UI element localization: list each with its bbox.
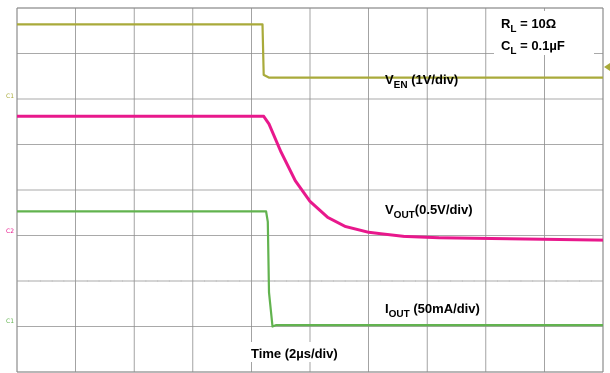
graticule-dot	[16, 280, 18, 282]
graticule-dot	[192, 280, 194, 282]
graticule-dot	[578, 280, 581, 282]
graticule-dot	[250, 280, 252, 282]
graticule-dot	[379, 280, 381, 282]
graticule-dot	[567, 280, 569, 282]
graticule-dot	[438, 280, 440, 282]
graticule-dot	[309, 280, 311, 282]
graticule-dot	[133, 280, 135, 282]
graticule-dot	[485, 280, 487, 282]
trace-vout	[17, 114, 604, 242]
grid	[16, 7, 604, 373]
graticule-dot	[391, 280, 393, 282]
graticule-dot	[28, 280, 30, 282]
graticule-dot	[51, 280, 53, 282]
graticule-dot	[168, 280, 170, 282]
graticule-dot	[86, 280, 88, 282]
graticule-dot	[239, 280, 241, 282]
graticule-dot	[403, 280, 405, 282]
graticule-dot	[602, 280, 604, 282]
graticule-dot	[368, 280, 370, 282]
graticule-dot	[414, 280, 417, 282]
graticule-dot	[332, 280, 335, 282]
graticule-dot	[285, 280, 288, 282]
channel-marker-ven: C1	[6, 93, 14, 100]
graticule-dot	[520, 280, 522, 282]
load-resistance-label: RL = 10Ω	[501, 16, 556, 35]
series-label-vout: VOUT(0.5V/div)	[385, 202, 473, 221]
load-capacitance-label: CL = 0.1µF	[501, 38, 565, 57]
channel-marker-iout: C1	[6, 318, 14, 325]
graticule-dot	[555, 280, 557, 282]
graticule-dot	[157, 280, 159, 282]
graticule-dot	[508, 280, 510, 282]
series-label-iout: IOUT (50mA/div)	[385, 301, 480, 320]
graticule-dot	[227, 280, 229, 282]
graticule-dot	[63, 280, 65, 282]
graticule-dot	[180, 280, 182, 282]
graticule-dot	[203, 280, 206, 282]
trace-iout	[17, 210, 603, 328]
channel-marker-vout: C2	[6, 228, 14, 235]
graticule-dot	[297, 280, 299, 282]
graticule-dot	[450, 280, 452, 282]
graticule-dot	[426, 280, 428, 282]
graticule-dot	[98, 280, 100, 282]
graticule-dot	[274, 280, 276, 282]
trace-ven	[17, 23, 603, 79]
graticule-dot	[75, 280, 77, 282]
graticule-dot	[215, 280, 217, 282]
time-base-label: Time (2µs/div)	[251, 346, 338, 361]
trigger-level-marker	[604, 63, 610, 71]
time-label-background	[248, 342, 368, 362]
graticule-dot	[461, 280, 463, 282]
graticule-dot	[262, 280, 264, 282]
graticule-dot	[532, 280, 534, 282]
series-label-ven: VEN (1V/div)	[385, 72, 458, 91]
conditions-box	[494, 11, 594, 55]
graticule-dot	[110, 280, 112, 282]
traces	[17, 23, 604, 328]
graticule-dot	[39, 280, 42, 282]
graticule-dot	[344, 280, 346, 282]
graticule-dot	[121, 280, 124, 282]
graticule-dot	[356, 280, 358, 282]
graticule-dot	[496, 280, 499, 282]
graticule-dot	[145, 280, 147, 282]
graticule-dot	[321, 280, 323, 282]
graticule-dot	[473, 280, 475, 282]
graticule-dot	[543, 280, 546, 282]
graticule-dot	[590, 280, 592, 282]
